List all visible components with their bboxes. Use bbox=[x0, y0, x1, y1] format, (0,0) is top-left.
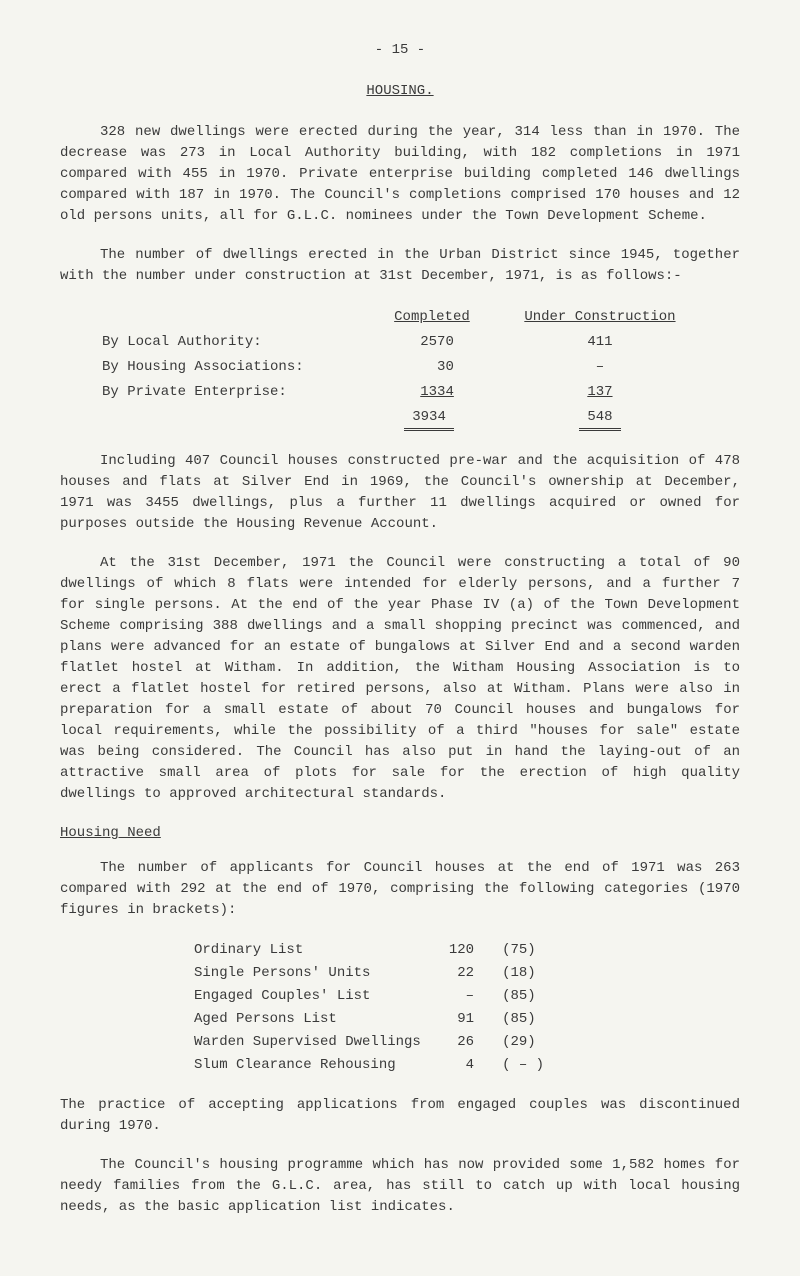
cat-prev: (85) bbox=[488, 985, 558, 1008]
table-row: Warden Supervised Dwellings 26 (29) bbox=[180, 1031, 558, 1054]
cat-value: 26 bbox=[435, 1031, 488, 1054]
cat-prev: (75) bbox=[488, 939, 558, 962]
table-row: Slum Clearance Rehousing 4 ( – ) bbox=[180, 1054, 558, 1077]
cell: 137 bbox=[494, 380, 706, 405]
cat-value: 4 bbox=[435, 1054, 488, 1077]
table-row: By Local Authority: 2570 411 bbox=[94, 330, 706, 355]
paragraph-2: The number of dwellings erected in the U… bbox=[60, 245, 740, 287]
cat-label: Slum Clearance Rehousing bbox=[180, 1054, 435, 1077]
cell: 411 bbox=[494, 330, 706, 355]
dwellings-table: Completed Under Construction By Local Au… bbox=[94, 305, 706, 433]
paragraph-5: The number of applicants for Council hou… bbox=[60, 858, 740, 921]
total-completed: 3934 bbox=[370, 405, 494, 433]
paragraph-1: 328 new dwellings were erected during th… bbox=[60, 122, 740, 227]
cell: 30 bbox=[370, 355, 494, 380]
cat-prev: (29) bbox=[488, 1031, 558, 1054]
cell: – bbox=[494, 355, 706, 380]
page-number: - 15 - bbox=[60, 40, 740, 61]
housing-need-heading: Housing Need bbox=[60, 823, 740, 844]
cell: 2570 bbox=[370, 330, 494, 355]
cat-value: 91 bbox=[435, 1008, 488, 1031]
table-row: By Housing Associations: 30 – bbox=[94, 355, 706, 380]
paragraph-3: Including 407 Council houses constructed… bbox=[60, 451, 740, 535]
row-label: By Private Enterprise: bbox=[94, 380, 370, 405]
table-row: Ordinary List 120 (75) bbox=[180, 939, 558, 962]
paragraph-4: At the 31st December, 1971 the Council w… bbox=[60, 553, 740, 805]
col-under-construction: Under Construction bbox=[494, 305, 706, 330]
paragraph-6: The practice of accepting applications f… bbox=[60, 1095, 740, 1137]
row-label: By Housing Associations: bbox=[94, 355, 370, 380]
total-under-construction: 548 bbox=[494, 405, 706, 433]
cat-prev: (85) bbox=[488, 1008, 558, 1031]
table-total-row: 3934 548 bbox=[94, 405, 706, 433]
table-row: Aged Persons List 91 (85) bbox=[180, 1008, 558, 1031]
table-row: By Private Enterprise: 1334 137 bbox=[94, 380, 706, 405]
page-title: HOUSING. bbox=[60, 81, 740, 102]
cat-prev: (18) bbox=[488, 962, 558, 985]
cat-value: 120 bbox=[435, 939, 488, 962]
row-label: By Local Authority: bbox=[94, 330, 370, 355]
table-row: Engaged Couples' List – (85) bbox=[180, 985, 558, 1008]
cat-label: Single Persons' Units bbox=[180, 962, 435, 985]
cat-label: Aged Persons List bbox=[180, 1008, 435, 1031]
categories-table: Ordinary List 120 (75) Single Persons' U… bbox=[180, 939, 558, 1077]
cell: 1334 bbox=[370, 380, 494, 405]
cat-label: Engaged Couples' List bbox=[180, 985, 435, 1008]
col-blank bbox=[94, 305, 370, 330]
cat-value: – bbox=[435, 985, 488, 1008]
cat-value: 22 bbox=[435, 962, 488, 985]
paragraph-7: The Council's housing programme which ha… bbox=[60, 1155, 740, 1218]
cat-prev: ( – ) bbox=[488, 1054, 558, 1077]
col-completed: Completed bbox=[370, 305, 494, 330]
cat-label: Ordinary List bbox=[180, 939, 435, 962]
table-row: Single Persons' Units 22 (18) bbox=[180, 962, 558, 985]
cat-label: Warden Supervised Dwellings bbox=[180, 1031, 435, 1054]
